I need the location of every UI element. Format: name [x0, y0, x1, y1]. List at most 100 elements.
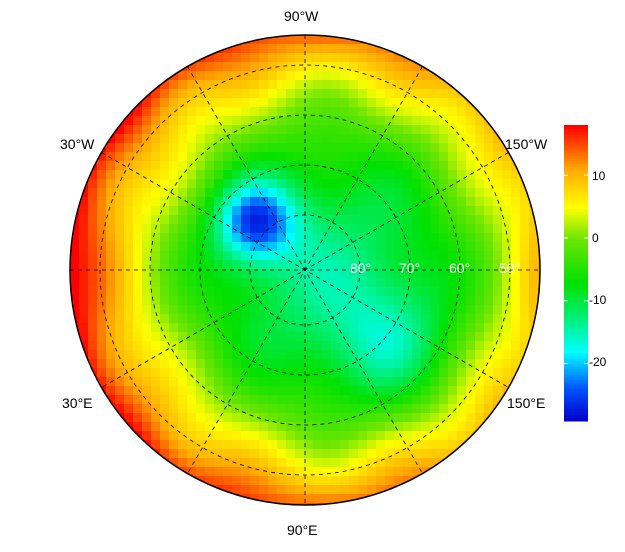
field-cell — [106, 161, 116, 171]
field-cell — [223, 242, 233, 252]
field-cell — [79, 305, 89, 315]
field-cell — [511, 296, 521, 306]
field-cell — [259, 251, 269, 261]
field-cell — [169, 359, 179, 369]
field-cell — [421, 323, 431, 333]
field-cell — [394, 368, 404, 378]
field-cell — [79, 314, 89, 324]
colorbar-segment — [564, 327, 588, 330]
colorbar-segment — [564, 261, 588, 264]
field-cell — [322, 134, 332, 144]
field-cell — [304, 422, 314, 432]
colorbar-segment — [564, 173, 588, 176]
field-cell — [196, 125, 206, 135]
field-cell — [412, 287, 422, 297]
field-cell — [304, 467, 314, 477]
field-cell — [304, 269, 314, 279]
field-cell — [403, 80, 413, 90]
field-cell — [169, 197, 179, 207]
field-cell — [277, 35, 287, 45]
field-cell — [232, 53, 242, 63]
field-cell — [241, 44, 251, 54]
field-cell — [79, 287, 89, 297]
field-cell — [367, 323, 377, 333]
field-cell — [430, 116, 440, 126]
field-cell — [277, 485, 287, 495]
field-cell — [511, 278, 521, 288]
field-cell — [268, 431, 278, 441]
field-cell — [295, 53, 305, 63]
field-cell — [268, 224, 278, 234]
field-cell — [106, 251, 116, 261]
field-cell — [142, 233, 152, 243]
field-cell — [484, 332, 494, 342]
field-cell — [88, 341, 98, 351]
field-cell — [376, 422, 386, 432]
field-cell — [340, 188, 350, 198]
field-cell — [439, 377, 449, 387]
field-cell — [268, 161, 278, 171]
field-cell — [160, 377, 170, 387]
field-cell — [259, 395, 269, 405]
field-cell — [160, 278, 170, 288]
field-cell — [277, 62, 287, 72]
field-cell — [133, 215, 143, 225]
field-cell — [196, 359, 206, 369]
field-cell — [331, 161, 341, 171]
field-cell — [277, 404, 287, 414]
field-cell — [142, 359, 152, 369]
field-cell — [205, 242, 215, 252]
field-cell — [277, 134, 287, 144]
field-cell — [88, 215, 98, 225]
colorbar-segment — [564, 385, 588, 388]
field-cell — [448, 188, 458, 198]
field-cell — [133, 134, 143, 144]
field-cell — [331, 224, 341, 234]
colorbar-segment — [564, 319, 588, 322]
field-cell — [376, 494, 386, 504]
field-cell — [394, 377, 404, 387]
field-cell — [367, 431, 377, 441]
field-cell — [115, 323, 125, 333]
field-cell — [259, 107, 269, 117]
field-cell — [241, 269, 251, 279]
field-cell — [160, 197, 170, 207]
field-cell — [295, 314, 305, 324]
colorbar-segment — [564, 309, 588, 312]
field-cell — [322, 251, 332, 261]
field-cell — [205, 413, 215, 423]
field-cell — [286, 377, 296, 387]
field-cell — [70, 242, 80, 252]
field-cell — [151, 161, 161, 171]
field-cell — [529, 287, 539, 297]
field-cell — [124, 350, 134, 360]
colorbar-segment — [564, 383, 588, 386]
colorbar — [564, 125, 588, 422]
colorbar-segment — [564, 249, 588, 252]
field-cell — [520, 305, 530, 315]
field-cell — [529, 260, 539, 270]
field-cell — [340, 359, 350, 369]
field-cell — [286, 458, 296, 468]
field-cell — [205, 449, 215, 459]
field-cell — [421, 116, 431, 126]
field-cell — [340, 71, 350, 81]
field-cell — [286, 116, 296, 126]
field-cell — [241, 143, 251, 153]
field-cell — [421, 107, 431, 117]
field-cell — [466, 359, 476, 369]
field-cell — [502, 359, 512, 369]
field-cell — [295, 404, 305, 414]
field-cell — [358, 314, 368, 324]
field-cell — [178, 449, 188, 459]
colorbar-segment — [564, 195, 588, 198]
colorbar-segment — [564, 351, 588, 354]
field-cell — [241, 89, 251, 99]
field-cell — [376, 404, 386, 414]
field-cell — [124, 287, 134, 297]
field-cell — [187, 197, 197, 207]
field-cell — [313, 206, 323, 216]
field-cell — [349, 359, 359, 369]
field-cell — [124, 368, 134, 378]
field-cell — [367, 44, 377, 54]
